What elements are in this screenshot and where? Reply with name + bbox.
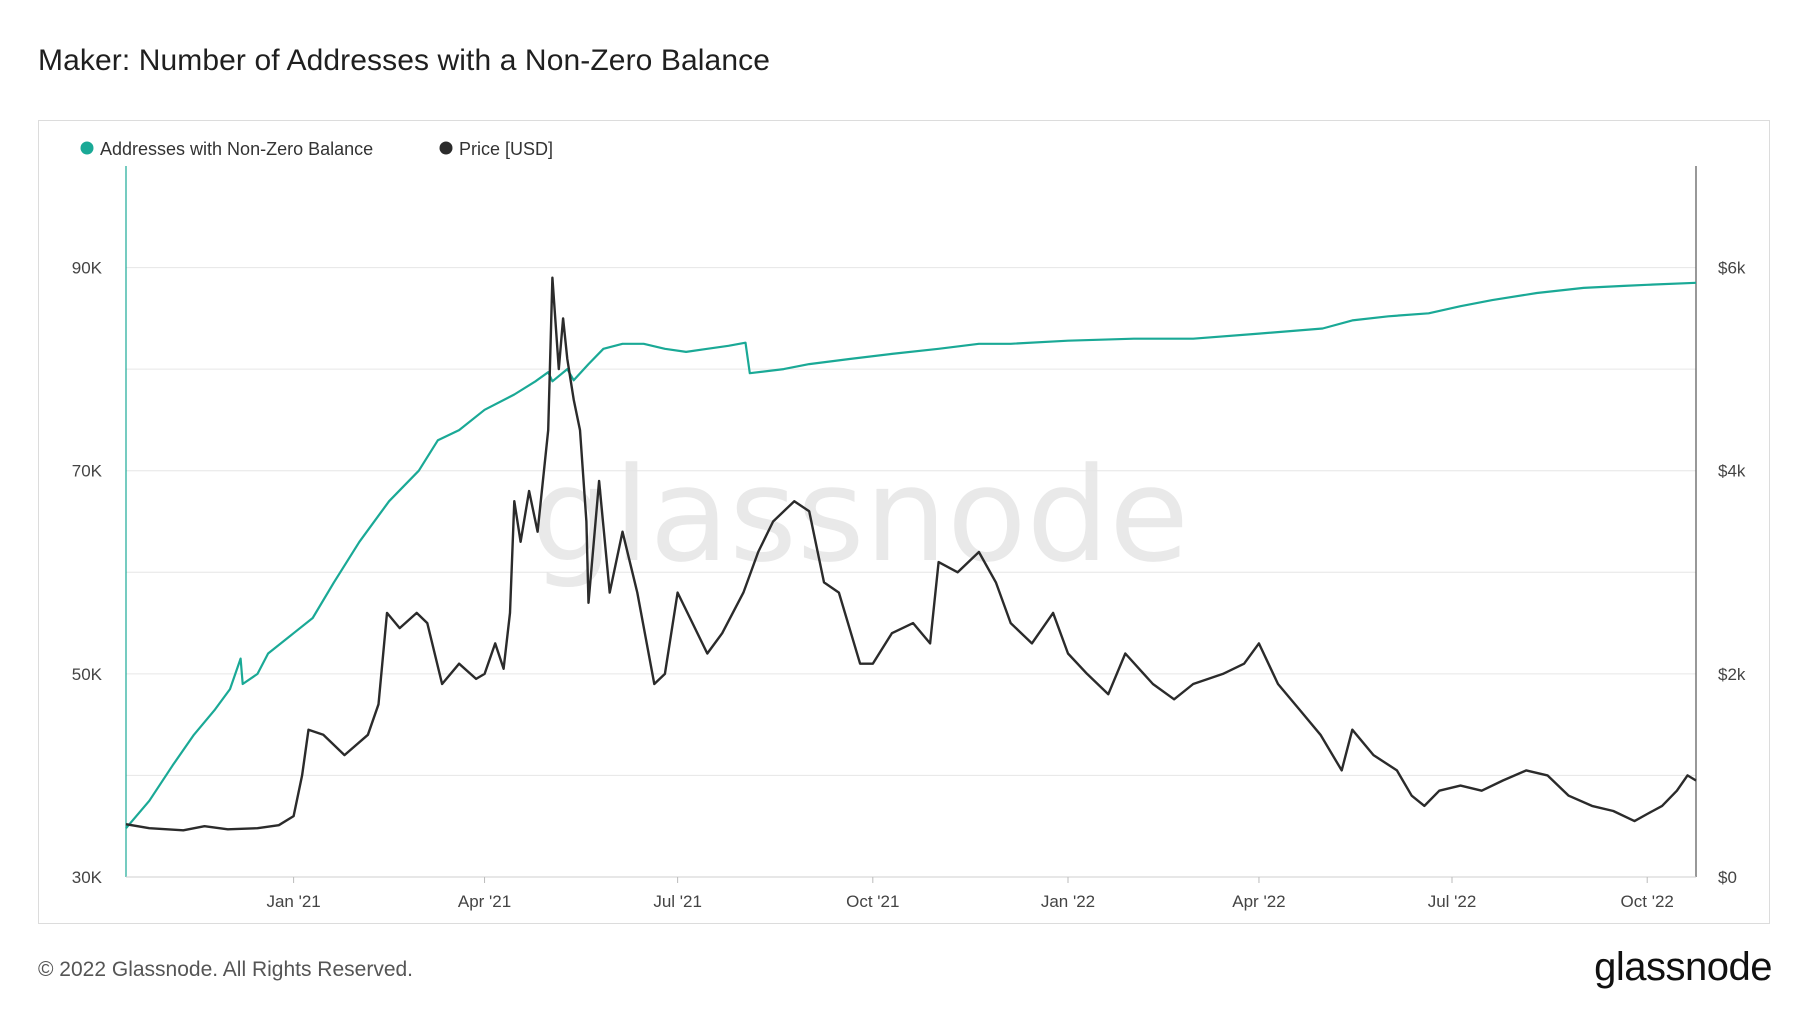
x-tick-label: Apr '21 <box>458 892 511 911</box>
series-group <box>125 276 1697 832</box>
legend-label-addresses[interactable]: Addresses with Non-Zero Balance <box>100 139 373 159</box>
x-tick-label: Jan '21 <box>266 892 320 911</box>
legend-swatch-addresses <box>80 141 94 155</box>
x-tick-label: Jan '22 <box>1041 892 1095 911</box>
y-left-tick-label: 90K <box>72 259 103 278</box>
series-line-addresses <box>125 281 1697 829</box>
watermark: glassnode <box>531 439 1189 591</box>
y-left-tick-label: 30K <box>72 868 103 887</box>
legend: Addresses with Non-Zero Balance Price [U… <box>80 139 553 159</box>
x-tick-label: Oct '22 <box>1621 892 1674 911</box>
series-line-price <box>125 276 1697 832</box>
y-left-tick-label: 50K <box>72 665 103 684</box>
brand-logo: glassnode <box>1594 945 1772 989</box>
legend-label-price[interactable]: Price [USD] <box>459 139 553 159</box>
copyright-footer: © 2022 Glassnode. All Rights Reserved. <box>38 958 414 981</box>
x-tick-label: Apr '22 <box>1232 892 1285 911</box>
x-tick-label: Jul '21 <box>653 892 702 911</box>
x-tick-label: Jul '22 <box>1428 892 1477 911</box>
grid-lines <box>126 267 1696 878</box>
y-left-tick-label: 70K <box>72 462 103 481</box>
y-right-tick-label: $6k <box>1718 259 1746 278</box>
legend-swatch-price <box>439 141 453 155</box>
y-right-tick-label: $2k <box>1718 665 1746 684</box>
y-right-tick-label: $0 <box>1718 868 1737 887</box>
y-right-tick-label: $4k <box>1718 462 1746 481</box>
x-tick-label: Oct '21 <box>846 892 899 911</box>
chart-title: Maker: Number of Addresses with a Non-Ze… <box>38 44 770 77</box>
axes: 30K 50K 70K 90K $0 $2k $4k $6k Jan '21 Apr '21 Jul… <box>72 166 1746 911</box>
